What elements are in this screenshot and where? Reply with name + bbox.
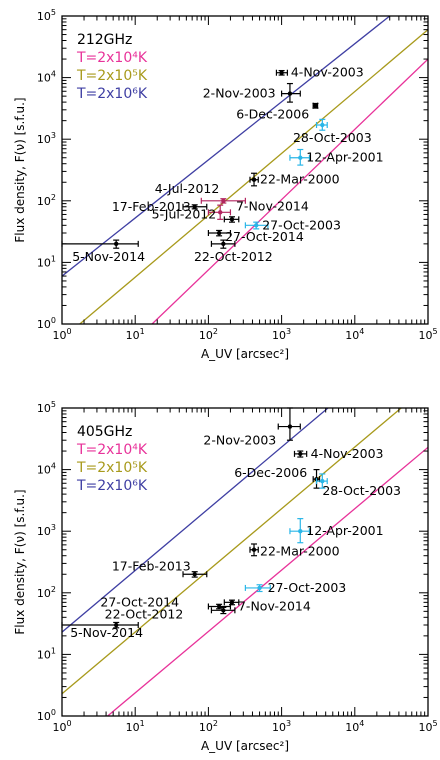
x-tick-label: 100 [52,327,71,342]
data-point [61,621,139,629]
data-point [207,603,232,610]
event-label: 22-Mar-2000 [260,172,340,187]
event-label: 17-Feb-2013 [112,199,191,214]
event-label: 5-Nov-2014 [72,249,145,264]
data-point [281,82,301,103]
x-axis-label: A_UV [arcsec²] [201,347,289,361]
event-label: 6-Dec-2006 [234,465,307,480]
event-label: 7-Nov-2014 [236,198,309,213]
event-label: 4-Nov-2003 [311,446,384,461]
x-tick-label: 104 [345,327,364,342]
event-label: 27-Oct-2003 [262,217,341,232]
data-point [223,599,240,606]
chart-panel-212GHz: 100 101 102 103 104 105 100 101 102 103 104 105 A_UV… [13,8,438,361]
x-tick-label: 102 [199,327,218,342]
event-label: 5-Jul-2012 [152,206,217,221]
event-label: 6-Dec-2006 [236,107,309,122]
data-point [289,148,311,166]
x-tick-label: 101 [126,327,145,342]
fit-line-3 [62,408,329,633]
event-label: 2-Nov-2003 [203,86,276,101]
event-label: 4-Nov-2003 [291,65,364,80]
x-axis-label: A_UV [arcsec²] [201,739,289,753]
data-point [293,450,308,458]
y-tick-label: 102 [37,585,56,600]
plot-frame [61,15,429,325]
legend-entry: T=2x10⁵K [76,68,148,84]
axis-ticks [61,16,428,325]
y-tick-label: 104 [37,462,56,477]
y-axis-label: Flux density, F(ν) [s.f.u.] [13,489,27,634]
event-label: 7-Nov-2014 [238,598,311,613]
event-label: 4-Jul-2012 [155,181,220,196]
legend-entry: T=2x10⁶K [76,478,148,494]
data-point [61,239,139,249]
data-point [249,172,259,187]
x-tick-label: 103 [272,327,291,342]
event-label: 17-Feb-2013 [112,558,191,573]
axis-ticks [61,408,428,717]
y-tick-label: 105 [37,400,56,415]
event-label: 2-Nov-2003 [203,433,276,448]
event-label: 28-Oct-2003 [293,130,372,145]
data-point [200,197,246,204]
event-label: 22-Oct-2012 [105,606,184,621]
data-point [182,571,208,578]
data-point [289,518,311,544]
event-label: 28-Oct-2003 [322,483,401,498]
x-tick-label: 103 [272,719,291,734]
data-point [244,584,271,593]
panel-title: 405GHz [77,424,132,440]
data-point [223,216,240,223]
legend-entry: T=2x10⁶K [76,86,148,102]
y-tick-label: 100 [37,316,56,331]
event-label: 22-Oct-2012 [194,249,273,264]
data-point [277,407,301,441]
data-point [244,221,269,230]
event-label: 22-Mar-2000 [260,544,340,559]
event-label: 5-Nov-2014 [70,625,143,640]
legend-entry: T=2x10⁵K [76,460,148,476]
fit-line-1 [151,58,428,324]
x-tick-label: 102 [199,719,218,734]
data-point [315,118,328,131]
y-tick-label: 102 [37,193,56,208]
y-axis-label: Flux density, F(ν) [s.f.u.] [13,97,27,242]
data-point [182,203,208,210]
y-tick-label: 101 [37,254,56,269]
x-tick-label: 101 [126,719,145,734]
fit-line-1 [107,446,428,716]
x-tick-label: 105 [418,719,437,734]
event-label: 27-Oct-2014 [225,229,304,244]
event-label: 12-Apr-2001 [306,523,383,538]
data-point [210,239,236,249]
y-tick-label: 105 [37,8,56,23]
x-tick-label: 105 [418,327,437,342]
y-tick-label: 101 [37,646,56,661]
y-tick-label: 103 [37,523,56,538]
x-tick-label: 104 [345,719,364,734]
data-point [315,473,328,489]
data-point [249,543,259,557]
fit-line-3 [62,16,391,277]
event-label: 27-Oct-2003 [268,580,347,595]
x-tick-label: 100 [52,719,71,734]
chart-panel-405GHz: 100 101 102 103 104 105 100 101 102 103 104 105 A_UV… [13,400,438,753]
data-point [312,102,319,109]
event-label: 27-Oct-2014 [100,594,179,609]
data-point [275,69,288,76]
event-label: 12-Apr-2001 [306,150,383,165]
legend-entry: T=2x10⁴K [76,442,148,458]
data-point [210,606,236,615]
data-point [207,204,232,220]
y-tick-label: 100 [37,708,56,723]
legend-entry: T=2x10⁴K [76,50,148,66]
fit-line-2 [62,408,402,695]
y-tick-label: 103 [37,131,56,146]
plot-frame [61,407,429,717]
panel-title: 212GHz [77,32,132,48]
y-tick-label: 104 [37,70,56,85]
data-point [207,229,232,237]
